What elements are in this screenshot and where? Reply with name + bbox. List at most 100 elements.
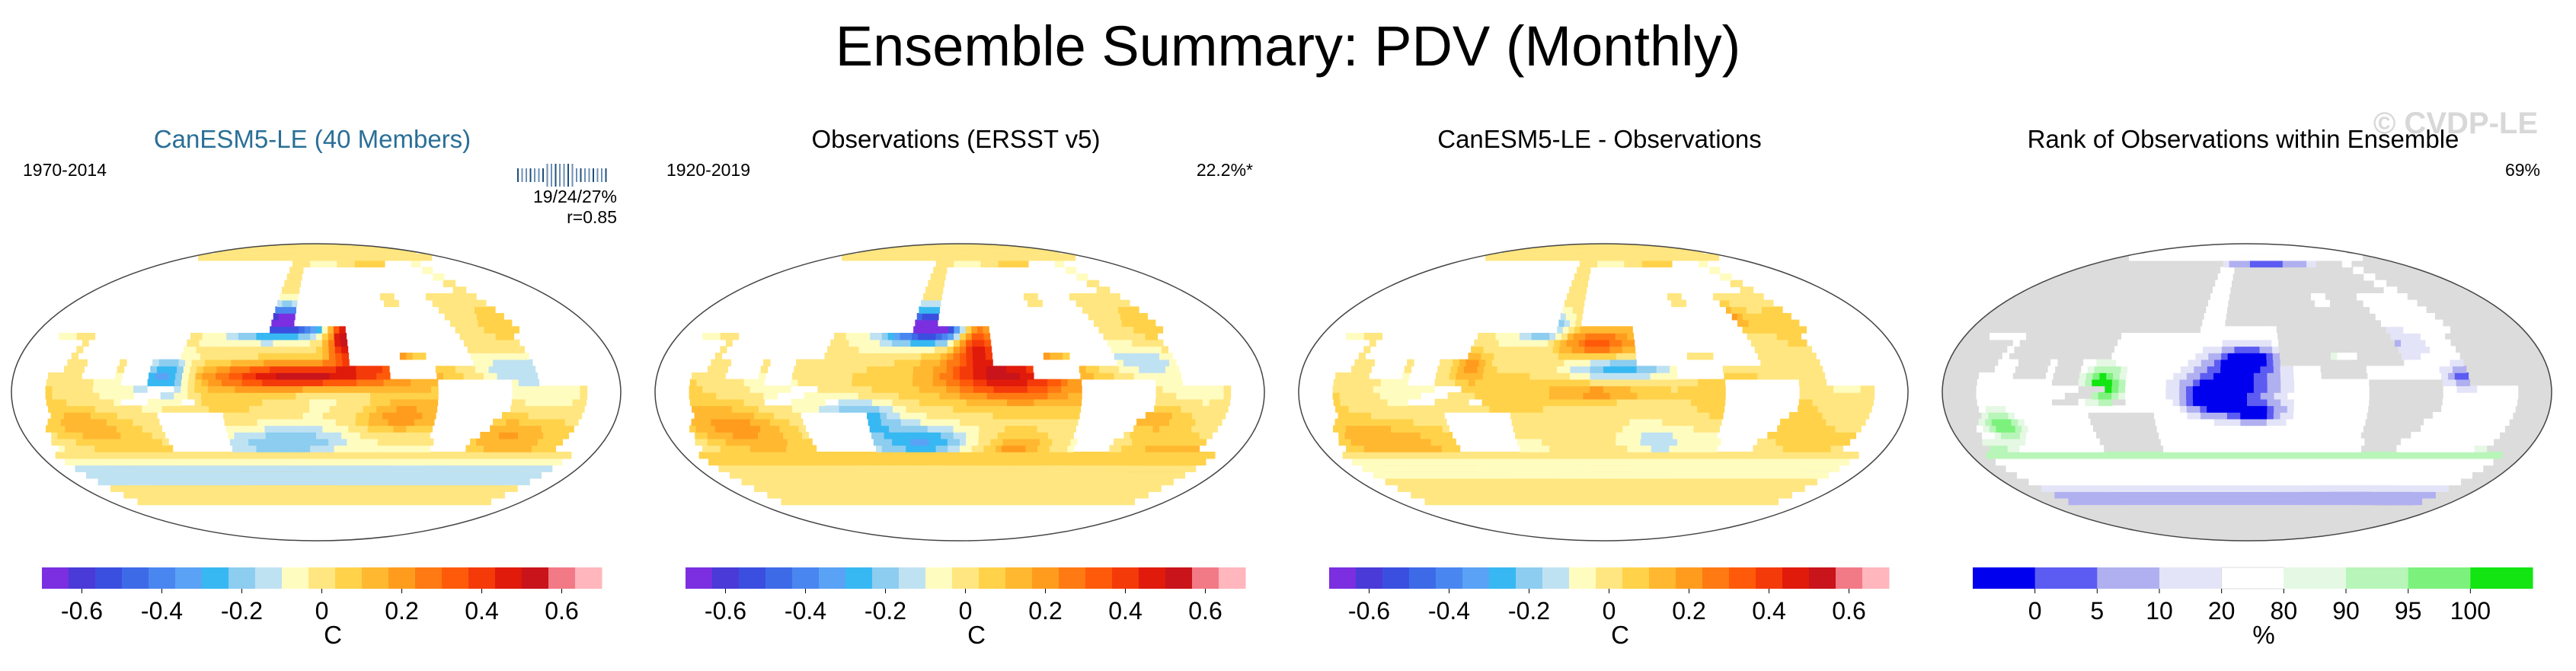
grid-cell xyxy=(104,412,111,420)
grid-cell xyxy=(482,438,490,446)
grid-cell xyxy=(770,392,778,400)
grid-cell xyxy=(1203,392,1211,400)
grid-cell xyxy=(417,398,425,407)
grid-cell xyxy=(370,385,378,393)
grid-cell xyxy=(282,385,290,393)
grid-cell xyxy=(707,412,715,420)
grid-cell xyxy=(765,405,773,413)
grid-cell xyxy=(195,372,203,380)
grid-cell xyxy=(737,418,745,427)
grid-cell xyxy=(366,432,374,439)
grid-cell xyxy=(1198,412,1207,420)
grid-cell xyxy=(845,405,854,413)
grid-cell xyxy=(334,438,342,446)
grid-cell xyxy=(906,412,914,420)
grid-cell xyxy=(81,405,89,413)
grid-cell xyxy=(54,418,62,427)
grid-cell xyxy=(993,385,1002,393)
grid-cell xyxy=(194,379,203,387)
grid-cell xyxy=(1199,432,1207,439)
grid-cell xyxy=(374,425,382,433)
grid-cell xyxy=(88,445,96,452)
grid-cell xyxy=(341,432,349,439)
grid-cell xyxy=(918,445,925,452)
grid-cell xyxy=(869,425,877,433)
grid-cell xyxy=(1149,319,1156,328)
grid-cell xyxy=(117,412,125,420)
grid-cell xyxy=(1146,425,1154,433)
grid-cell xyxy=(283,372,290,380)
grid-cell xyxy=(422,267,427,274)
grid-cell xyxy=(867,339,874,347)
grid-cell xyxy=(229,372,237,380)
grid-cell xyxy=(284,432,292,439)
grid-cell xyxy=(702,392,711,400)
colorbar-swatch xyxy=(739,567,766,589)
grid-cell xyxy=(750,379,759,387)
grid-cell xyxy=(303,432,311,439)
grid-cell xyxy=(290,346,298,353)
grid-cell xyxy=(490,372,498,380)
grid-cell xyxy=(187,379,196,387)
grid-cell xyxy=(922,432,929,439)
grid-cell xyxy=(106,392,114,400)
grid-cell xyxy=(1050,353,1057,360)
grid-cell xyxy=(852,346,860,353)
grid-cell xyxy=(463,372,471,380)
grid-cell xyxy=(481,299,487,308)
grid-cell xyxy=(1114,353,1122,360)
grid-cell xyxy=(156,366,165,373)
grid-cell xyxy=(1162,379,1170,387)
grid-cell xyxy=(819,372,826,380)
stat-percentiles: 19/24/27% xyxy=(533,187,617,206)
grid-cell xyxy=(1040,379,1048,387)
grid-cell xyxy=(986,418,993,427)
grid-cell xyxy=(532,385,541,393)
grid-cell xyxy=(360,260,365,268)
grid-cell xyxy=(1140,372,1149,380)
grid-cell xyxy=(114,432,122,439)
grid-cell xyxy=(1074,379,1082,387)
grid-cell xyxy=(1057,418,1066,427)
grid-cell xyxy=(249,366,257,373)
grid-cell xyxy=(986,392,995,400)
grid-cell xyxy=(946,398,954,407)
grid-cell xyxy=(1149,418,1157,427)
grid-cell xyxy=(872,405,881,413)
grid-cell xyxy=(363,445,371,452)
grid-cell xyxy=(993,379,1001,387)
grid-cell xyxy=(232,445,239,452)
grid-cell xyxy=(966,372,974,380)
grid-cell xyxy=(1028,293,1034,301)
grid-cell xyxy=(852,379,859,387)
field-cells xyxy=(1299,244,1908,541)
grid-cell xyxy=(943,267,948,274)
grid-cell xyxy=(349,372,357,380)
grid-cell xyxy=(253,346,260,353)
grid-cell xyxy=(382,366,390,373)
grid-cell xyxy=(996,445,1002,452)
grid-cell xyxy=(480,346,487,353)
grid-cell xyxy=(347,432,355,439)
grid-cell xyxy=(776,432,784,439)
grid-cell xyxy=(377,438,385,446)
grid-cell xyxy=(804,392,812,400)
grid-cell xyxy=(385,244,389,248)
grid-cell xyxy=(1088,313,1095,321)
grid-cell xyxy=(966,339,973,347)
grid-cell xyxy=(536,432,544,439)
grid-cell xyxy=(939,412,948,420)
panel-canesm5: -0.6 -0.4 -0.2 0 0.2 0.4 0.6 CanESM5-LE (40 Me… xyxy=(8,114,640,670)
grid-cell xyxy=(689,425,697,433)
grid-cell xyxy=(336,366,344,373)
grid-cell xyxy=(935,333,943,340)
grid-cell xyxy=(328,260,332,268)
grid-cell xyxy=(749,385,758,393)
grid-cell xyxy=(953,353,960,360)
grid-cell xyxy=(927,313,934,321)
grid-cell xyxy=(1026,366,1034,373)
grid-cell xyxy=(1040,244,1044,248)
grid-cell xyxy=(322,346,330,353)
grid-cell xyxy=(316,445,323,452)
grid-cell xyxy=(1116,319,1123,328)
